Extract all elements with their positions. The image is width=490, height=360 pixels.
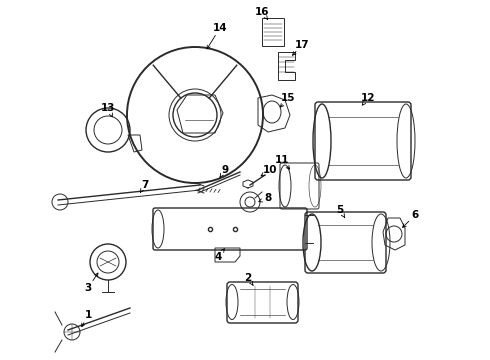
Text: 1: 1: [84, 310, 92, 320]
Text: 3: 3: [84, 283, 92, 293]
Text: 12: 12: [361, 93, 375, 103]
Text: 14: 14: [213, 23, 227, 33]
Text: 2: 2: [245, 273, 252, 283]
Text: 7: 7: [141, 180, 148, 190]
Text: 16: 16: [255, 7, 269, 17]
Text: 9: 9: [221, 165, 228, 175]
Text: 10: 10: [263, 165, 277, 175]
Text: 11: 11: [275, 155, 289, 165]
Text: 5: 5: [336, 205, 343, 215]
Text: 15: 15: [281, 93, 295, 103]
Text: 4: 4: [214, 252, 221, 262]
Text: 6: 6: [412, 210, 418, 220]
Text: 13: 13: [101, 103, 115, 113]
Text: 8: 8: [265, 193, 271, 203]
Text: 17: 17: [294, 40, 309, 50]
